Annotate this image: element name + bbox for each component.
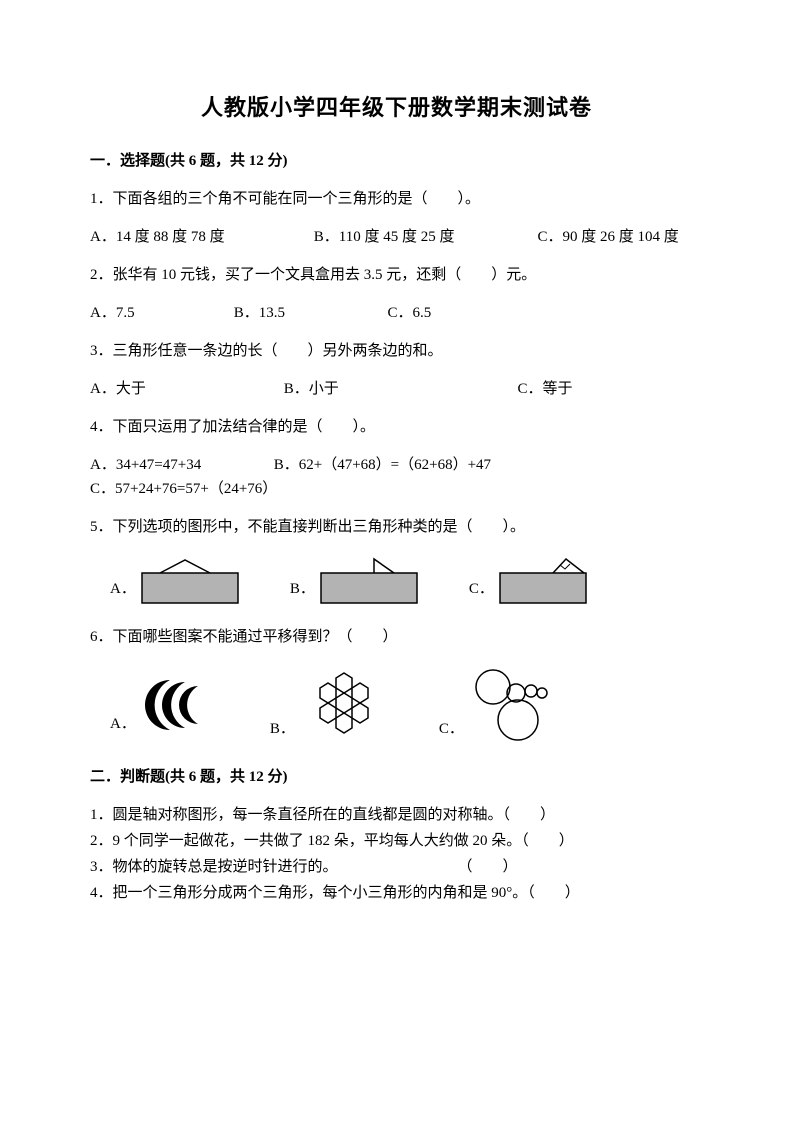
- j2-text: 2．9 个同学一起做花，一共做了 182 朵，平均每人大约做 20 朵。（ ）: [90, 829, 703, 853]
- q3-text: 3．三角形任意一条边的长（ ）另外两条边的和。: [90, 339, 703, 363]
- q6-label-a: A．: [110, 712, 136, 736]
- j4-text: 4．把一个三角形分成两个三角形，每个小三角形的内角和是 90°。（ ）: [90, 881, 703, 905]
- q3-opt-a: A．大于: [90, 377, 280, 401]
- q2-options: A．7.5 B．13.5 C．6.5: [90, 301, 703, 325]
- page-title: 人教版小学四年级下册数学期末测试卷: [90, 90, 703, 125]
- q4-opt-c: C．57+24+76=57+（24+76）: [90, 481, 277, 497]
- q4-opt-b: B．62+（47+68）=（62+68）+47: [274, 453, 491, 477]
- section2-header: 二．判断题(共 6 题，共 12 分): [90, 765, 703, 789]
- q2-opt-b: B．13.5: [234, 301, 384, 325]
- section1-header: 一．选择题(共 6 题，共 12 分): [90, 149, 703, 173]
- q3-opt-b: B．小于: [284, 377, 514, 401]
- q1-opt-c: C．90 度 26 度 104 度: [538, 225, 679, 249]
- triangle-occluded-a-icon: [140, 555, 240, 605]
- circles-pattern-icon: [468, 665, 568, 745]
- q3-options: A．大于 B．小于 C．等于: [90, 377, 703, 401]
- q2-text: 2．张华有 10 元钱，买了一个文具盒用去 3.5 元，还剩（ ）元。: [90, 263, 703, 287]
- q4-options: A．34+47=47+34 B．62+（47+68）=（62+68）+47 C．…: [90, 453, 703, 501]
- q5-label-c: C．: [469, 577, 494, 601]
- hexagon-pattern-icon: [299, 665, 389, 745]
- j1-text: 1．圆是轴对称图形，每一条直径所在的直线都是圆的对称轴。（ ）: [90, 803, 703, 827]
- q6-fig-c: C．: [439, 665, 568, 745]
- triangle-occluded-b-icon: [319, 555, 419, 605]
- q1-text: 1．下面各组的三个角不可能在同一个三角形的是（ ）。: [90, 187, 703, 211]
- q6-label-c: C．: [439, 717, 464, 741]
- q5-fig-a: A．: [110, 555, 240, 605]
- q1-opt-a: A．14 度 88 度 78 度: [90, 225, 310, 249]
- q1-options: A．14 度 88 度 78 度 B．110 度 45 度 25 度 C．90 …: [90, 225, 703, 249]
- q5-fig-b: B．: [290, 555, 419, 605]
- q5-label-b: B．: [290, 577, 315, 601]
- q5-label-a: A．: [110, 577, 136, 601]
- q5-text: 5．下列选项的图形中，不能直接判断出三角形种类的是（ ）。: [90, 515, 703, 539]
- q6-fig-b: B．: [270, 665, 389, 745]
- q2-opt-c: C．6.5: [388, 301, 432, 325]
- q6-text: 6．下面哪些图案不能通过平移得到？（ ）: [90, 625, 703, 649]
- q5-fig-c: C．: [469, 555, 588, 605]
- j3-text: 3．物体的旋转总是按逆时针进行的。 （ ）: [90, 855, 703, 879]
- q6-label-b: B．: [270, 717, 295, 741]
- q2-opt-a: A．7.5: [90, 301, 230, 325]
- q3-opt-c: C．等于: [518, 377, 573, 401]
- q5-figures: A． B． C．: [110, 555, 703, 605]
- crescent-pattern-icon: [140, 670, 220, 740]
- q4-opt-a: A．34+47=47+34: [90, 453, 270, 477]
- q1-opt-b: B．110 度 45 度 25 度: [314, 225, 534, 249]
- q6-figures: A． B． C．: [110, 665, 703, 745]
- triangle-occluded-c-icon: [498, 555, 588, 605]
- q4-text: 4．下面只运用了加法结合律的是（ ）。: [90, 415, 703, 439]
- q6-fig-a: A．: [110, 670, 220, 740]
